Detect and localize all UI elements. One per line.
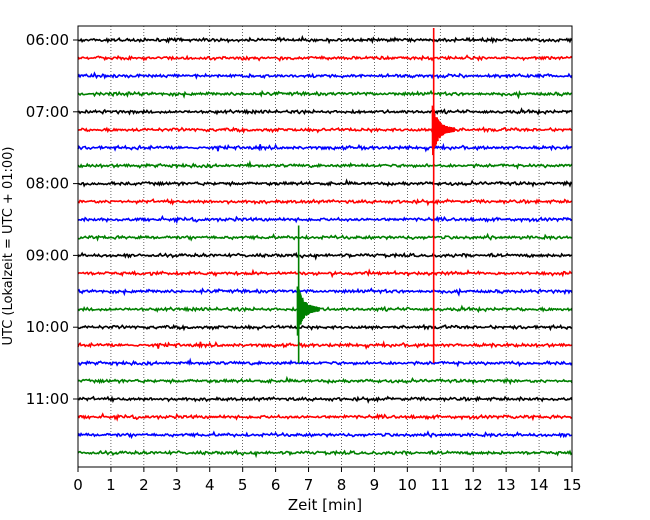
x-tick-label-6: 6 xyxy=(271,476,281,494)
y-tick-label-3: 09:00 xyxy=(26,246,69,264)
x-tick-label-9: 9 xyxy=(370,476,380,494)
trace-07:45 xyxy=(77,160,573,170)
trace-08:00 xyxy=(77,178,573,188)
y-axis-label: UTC (Lokalzeit = UTC + 01:00) xyxy=(1,147,16,346)
trace-07:15 xyxy=(77,126,573,134)
trace-06:00 xyxy=(77,34,573,45)
trace-06:15 xyxy=(77,54,573,63)
x-axis: 0 1 2 3 4 5 6 7 8 9 10 11 12 13 14 15 xyxy=(73,467,582,494)
x-tick-label-13: 13 xyxy=(497,476,516,494)
trace-07:00 xyxy=(77,107,573,116)
y-axis: 06:00 07:00 08:00 09:00 10:00 11:00 xyxy=(26,31,78,408)
trace-09:45 xyxy=(77,304,573,314)
x-tick-label-3: 3 xyxy=(172,476,182,494)
x-tick-label-4: 4 xyxy=(205,476,215,494)
trace-09:00 xyxy=(77,251,573,261)
x-tick-label-11: 11 xyxy=(431,476,450,494)
trace-08:15 xyxy=(77,198,573,207)
y-tick-label-1: 07:00 xyxy=(26,103,69,121)
trace-11:00 xyxy=(77,395,573,404)
trace-11:45 xyxy=(77,449,573,459)
trace-10:00 xyxy=(77,323,573,332)
y-tick-label-0: 06:00 xyxy=(26,31,69,49)
x-tick-label-8: 8 xyxy=(337,476,347,494)
trace-08:45 xyxy=(77,232,573,242)
trace-11:15 xyxy=(77,412,573,422)
x-tick-label-12: 12 xyxy=(464,476,483,494)
trace-08:30 xyxy=(77,214,573,225)
plot-background xyxy=(78,26,572,467)
trace-09:15 xyxy=(77,268,573,279)
trace-06:30 xyxy=(77,71,573,80)
x-tick-label-15: 15 xyxy=(562,476,581,494)
y-tick-label-5: 11:00 xyxy=(26,390,69,408)
x-tick-label-10: 10 xyxy=(398,476,417,494)
y-tick-label-4: 10:00 xyxy=(26,318,69,336)
trace-06:45 xyxy=(77,89,573,100)
trace-09:30 xyxy=(77,287,573,297)
events xyxy=(296,28,456,364)
event-burst-0 xyxy=(431,105,456,156)
trace-07:30 xyxy=(77,142,573,153)
x-tick-label-0: 0 xyxy=(73,476,83,494)
x-axis-label: Zeit [min] xyxy=(288,496,362,514)
y-tick-label-2: 08:00 xyxy=(26,175,69,193)
event-burst-1 xyxy=(296,286,320,336)
trace-11:30 xyxy=(77,430,573,440)
x-tick-label-5: 5 xyxy=(238,476,248,494)
traces xyxy=(77,34,573,459)
trace-10:30 xyxy=(77,357,573,368)
trace-10:45 xyxy=(77,375,573,386)
x-tick-label-1: 1 xyxy=(106,476,116,494)
x-tick-label-14: 14 xyxy=(530,476,549,494)
x-tick-label-2: 2 xyxy=(139,476,149,494)
plot-frame xyxy=(77,25,573,468)
trace-10:15 xyxy=(77,340,573,350)
x-tick-label-7: 7 xyxy=(304,476,314,494)
